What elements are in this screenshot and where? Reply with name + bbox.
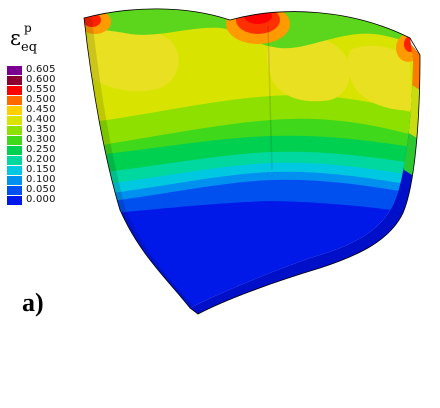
legend-row: 0.400 — [7, 114, 77, 125]
legend-row: 0.550 — [7, 84, 77, 95]
legend-label: 0.400 — [26, 114, 56, 125]
legend-swatch — [7, 166, 22, 175]
legend-label: 0.450 — [26, 104, 56, 115]
legend-swatch — [7, 126, 22, 135]
legend-label: 0.350 — [26, 124, 56, 135]
legend-row: 0.350 — [7, 124, 77, 135]
legend-row: 0.605 — [7, 64, 77, 75]
legend-row: 0.450 — [7, 104, 77, 115]
legend-label: 0.250 — [26, 144, 56, 155]
legend-title: ε p eq — [10, 22, 37, 54]
legend-swatch — [7, 86, 22, 95]
legend-swatch — [7, 156, 22, 165]
legend-swatch — [7, 116, 22, 125]
panel-label: a) — [22, 288, 44, 317]
legend-label: 0.500 — [26, 94, 56, 105]
legend-label: 0.300 — [26, 134, 56, 145]
legend-label: 0.550 — [26, 84, 56, 95]
legend-row: 0.250 — [7, 144, 77, 155]
legend-swatch — [7, 76, 22, 85]
legend-label: 0.150 — [26, 164, 56, 175]
legend-row: 0.050 — [7, 184, 77, 195]
legend-swatch — [7, 106, 22, 115]
legend-label: 0.200 — [26, 154, 56, 165]
legend-swatch — [7, 186, 22, 195]
legend-swatch — [7, 96, 22, 105]
legend-row: 0.500 — [7, 94, 77, 105]
specimen-outline — [83, 8, 421, 315]
legend-swatch — [7, 176, 22, 185]
legend-swatch — [7, 66, 22, 75]
legend-subscript: eq — [21, 40, 38, 55]
legend-row: 0.150 — [7, 164, 77, 175]
specimen-front-face — [84, 8, 413, 309]
legend-swatch — [7, 136, 22, 145]
legend-label: 0.605 — [26, 64, 56, 75]
legend-label: 0.000 — [26, 194, 56, 205]
legend-label: 0.050 — [26, 184, 56, 195]
legend-superscript: p — [24, 21, 32, 35]
legend-row: 0.300 — [7, 134, 77, 145]
legend-swatch — [7, 146, 22, 155]
legend-row: 0.100 — [7, 174, 77, 185]
legend-row: 0.200 — [7, 154, 77, 165]
legend-row: 0.600 — [7, 74, 77, 85]
legend-row: 0.000 — [7, 194, 77, 205]
legend-label: 0.100 — [26, 174, 56, 185]
legend-symbol: ε — [10, 26, 21, 50]
legend-swatch — [7, 196, 22, 205]
legend-label: 0.600 — [26, 74, 56, 85]
